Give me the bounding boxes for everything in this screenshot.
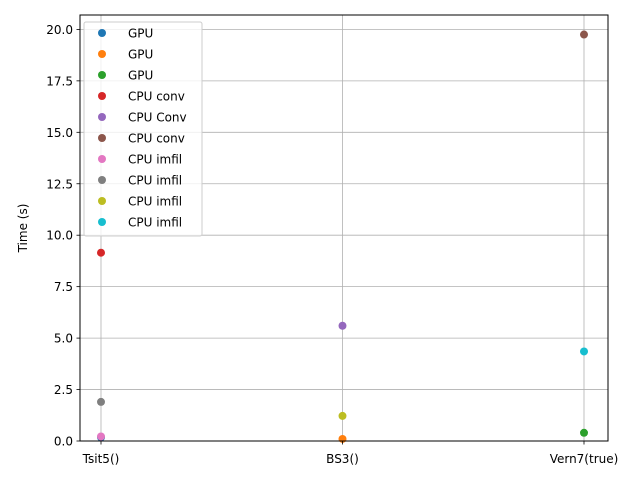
data-point <box>97 248 105 257</box>
legend-marker <box>98 134 106 142</box>
y-tick-label: 10.0 <box>46 229 73 243</box>
data-point <box>580 30 588 39</box>
legend-label: GPU <box>128 69 153 83</box>
y-axis-label: Time (s) <box>16 204 30 254</box>
legend-label: GPU <box>128 48 153 62</box>
legend-marker <box>98 218 106 226</box>
legend-label: CPU conv <box>128 132 185 146</box>
legend: GPU GPU GPU CPU conv CPU Conv CPU conv CPU imf… <box>83 21 203 237</box>
legend-marker <box>98 92 106 100</box>
y-tick-label: 7.5 <box>54 280 73 294</box>
data-points <box>97 30 588 443</box>
legend-label: CPU conv <box>128 90 185 104</box>
legend-label: CPU imfil <box>128 174 182 188</box>
y-tick-label: 5.0 <box>54 332 73 346</box>
legend-marker <box>98 155 106 163</box>
legend-label: CPU imfil <box>128 195 182 209</box>
legend-marker <box>98 71 106 79</box>
plot-frame <box>79 14 609 442</box>
legend-marker <box>98 113 106 121</box>
legend-label: CPU imfil <box>128 216 182 230</box>
x-axis-ticks: Tsit5() BS3() Vern7(true) <box>82 441 619 466</box>
legend-marker <box>98 176 106 184</box>
y-tick-label: 20.0 <box>46 23 73 37</box>
legend-marker <box>98 197 106 205</box>
legend-marker <box>98 29 106 37</box>
legend-label: CPU imfil <box>128 153 182 167</box>
legend-marker <box>98 50 106 58</box>
legend-label: GPU <box>128 27 153 41</box>
data-point <box>338 321 347 330</box>
y-tick-label: 2.5 <box>54 383 73 397</box>
legend-label: CPU Conv <box>128 111 187 125</box>
y-tick-label: 0.0 <box>54 435 73 449</box>
x-tick-label: Tsit5() <box>82 452 120 466</box>
data-point <box>580 428 588 437</box>
data-point <box>97 397 105 406</box>
x-tick-label: Vern7(true) <box>550 452 619 466</box>
y-tick-label: 15.0 <box>46 126 73 140</box>
data-point <box>580 347 588 356</box>
y-tick-label: 12.5 <box>46 177 73 191</box>
data-point <box>338 411 347 420</box>
legend-frame <box>83 21 203 237</box>
y-axis-ticks: 0.0 2.5 5.0 7.5 10.0 12.5 15.0 17.5 20.0 <box>46 23 80 449</box>
x-tick-label: BS3() <box>326 452 359 466</box>
data-point <box>97 432 105 441</box>
y-tick-label: 17.5 <box>46 74 73 88</box>
